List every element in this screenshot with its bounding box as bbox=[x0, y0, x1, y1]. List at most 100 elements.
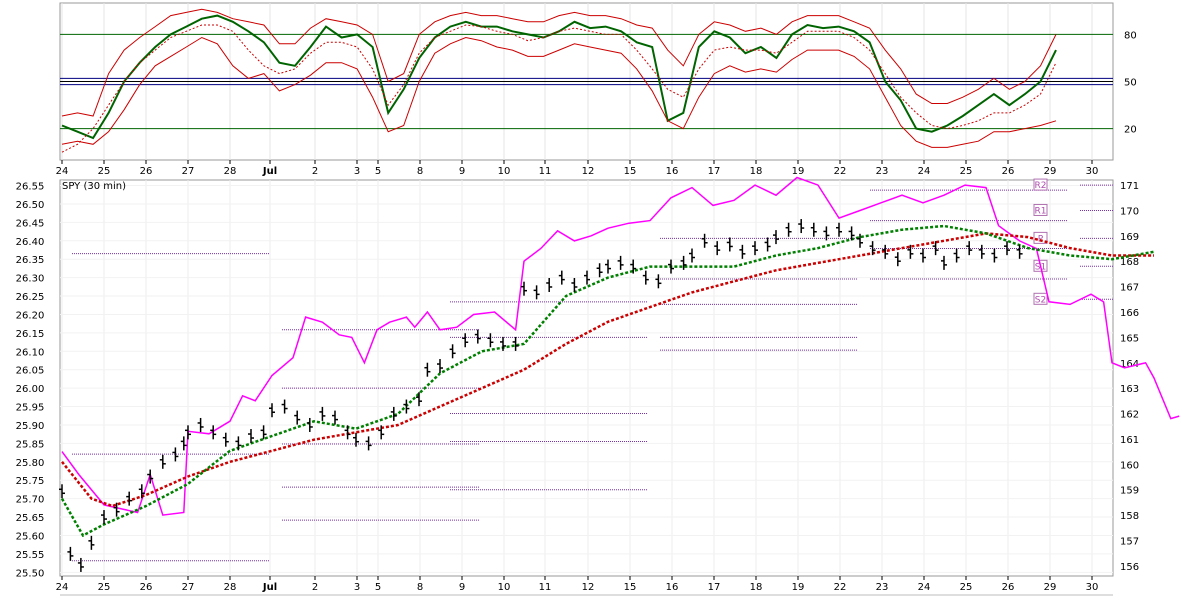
osc-series-line-2 bbox=[61, 8, 1057, 117]
price-y-right-tick-label: 165 bbox=[1120, 333, 1139, 344]
price-y-left-tick-label: 26.30 bbox=[16, 274, 45, 285]
price-y-left-tick-label: 25.50 bbox=[16, 568, 45, 579]
price-y-left-tick-label: 26.05 bbox=[16, 366, 45, 377]
price-y-left-tick-label: 26.35 bbox=[16, 255, 45, 266]
osc-x-tick-label: 29 bbox=[1044, 166, 1057, 177]
price-bars bbox=[59, 219, 1023, 572]
osc-x-tick-label: 19 bbox=[792, 166, 805, 177]
osc-series-line-3 bbox=[61, 36, 1057, 148]
osc-x-tick-label: 22 bbox=[834, 166, 847, 177]
price-y-left-tick-label: 25.90 bbox=[16, 421, 45, 432]
price-x-tick-label: 26 bbox=[1002, 582, 1015, 593]
price-y-left-tick-label: 26.40 bbox=[16, 237, 45, 248]
price-x-tick-label: 27 bbox=[182, 582, 195, 593]
price-y-right-tick-label: 166 bbox=[1120, 308, 1139, 319]
price-y-right-tick-label: 167 bbox=[1120, 283, 1139, 294]
osc-x-tick-label: 26 bbox=[140, 166, 153, 177]
price-x-tick-label: 22 bbox=[834, 582, 847, 593]
osc-x-tick-label: 23 bbox=[876, 166, 889, 177]
osc-x-tick-label: 27 bbox=[182, 166, 195, 177]
price-y-left-tick-label: 26.45 bbox=[16, 218, 45, 229]
price-y-left-tick-label: 26.10 bbox=[16, 347, 45, 358]
price-x-tick-label: 24 bbox=[56, 582, 69, 593]
osc-x-tick-label: 28 bbox=[224, 166, 237, 177]
price-series-line-1 bbox=[61, 232, 1154, 508]
price-y-right-tick-label: 170 bbox=[1120, 206, 1139, 217]
price-y-left-tick-label: 25.95 bbox=[16, 403, 45, 414]
price-y-right-tick-label: 169 bbox=[1120, 232, 1139, 243]
price-y-right-tick-label: 158 bbox=[1120, 511, 1139, 522]
price-y-left-tick-label: 25.75 bbox=[16, 476, 45, 487]
osc-x-tick-label: 17 bbox=[708, 166, 721, 177]
price-x-tick-label: 16 bbox=[666, 582, 679, 593]
osc-x-tick-label: 10 bbox=[498, 166, 511, 177]
price-y-right-tick-label: 157 bbox=[1120, 536, 1139, 547]
osc-x-tick-label: 24 bbox=[918, 166, 931, 177]
price-x-tick-label: 25 bbox=[960, 582, 973, 593]
price-x-tick-label: 25 bbox=[98, 582, 111, 593]
price-x-tick-label: 5 bbox=[375, 582, 381, 593]
osc-x-tick-label: 18 bbox=[750, 166, 763, 177]
price-x-tick-label: Jul bbox=[262, 582, 277, 593]
price-y-left-tick-label: 25.60 bbox=[16, 531, 45, 542]
price-y-right-tick-label: 168 bbox=[1120, 257, 1139, 268]
pivot-label-s2: S2 bbox=[1035, 295, 1046, 305]
osc-y-tick-label: 20 bbox=[1124, 125, 1137, 136]
osc-x-tick-label: 15 bbox=[624, 166, 637, 177]
osc-x-tick-label: 25 bbox=[960, 166, 973, 177]
osc-x-tick-label: 16 bbox=[666, 166, 679, 177]
price-x-tick-label: 18 bbox=[750, 582, 763, 593]
price-x-tick-label: 30 bbox=[1086, 582, 1099, 593]
price-y-left-tick-label: 25.55 bbox=[16, 550, 45, 561]
price-y-right-tick-label: 161 bbox=[1120, 435, 1139, 446]
osc-x-tick-label: 30 bbox=[1086, 166, 1099, 177]
price-series-line-0 bbox=[61, 176, 1180, 516]
osc-x-tick-label: Jul bbox=[262, 166, 277, 177]
osc-x-tick-label: 5 bbox=[375, 166, 381, 177]
osc-x-tick-label: 12 bbox=[582, 166, 595, 177]
pivot-label-box bbox=[1033, 203, 1048, 216]
pivot-label-r1: R1 bbox=[1035, 206, 1047, 216]
price-y-right-tick-label: 163 bbox=[1120, 384, 1139, 395]
price-x-tick-label: 3 bbox=[354, 582, 360, 593]
pivot-label-r2: R2 bbox=[1035, 181, 1047, 191]
price-y-left-tick-label: 25.80 bbox=[16, 458, 45, 469]
osc-x-tick-label: 24 bbox=[56, 166, 69, 177]
price-x-tick-label: 9 bbox=[459, 582, 465, 593]
price-x-tick-label: 10 bbox=[498, 582, 511, 593]
price-y-left-tick-label: 25.70 bbox=[16, 495, 45, 506]
price-x-tick-label: 24 bbox=[918, 582, 931, 593]
price-y-left-tick-label: 25.65 bbox=[16, 513, 45, 524]
price-frame bbox=[59, 179, 1114, 577]
price-x-tick-label: 11 bbox=[539, 582, 552, 593]
osc-x-tick-label: 11 bbox=[539, 166, 552, 177]
price-y-left-tick-label: 26.20 bbox=[16, 310, 45, 321]
price-x-tick-label: 19 bbox=[792, 582, 805, 593]
price-y-left-tick-label: 25.85 bbox=[16, 439, 45, 450]
price-x-tick-label: 8 bbox=[417, 582, 423, 593]
price-y-right-tick-label: 164 bbox=[1120, 359, 1139, 370]
pivot-label-box bbox=[1033, 231, 1048, 244]
price-x-tick-label: 28 bbox=[224, 582, 237, 593]
price-y-right-tick-label: 159 bbox=[1120, 486, 1139, 497]
price-y-left-tick-label: 26.00 bbox=[16, 384, 45, 395]
price-y-right-tick-label: 171 bbox=[1120, 181, 1139, 192]
price-y-right-tick-label: 160 bbox=[1120, 460, 1139, 471]
osc-series-line-0 bbox=[61, 14, 1057, 140]
osc-x-tick-label: 25 bbox=[98, 166, 111, 177]
price-y-left-tick-label: 26.55 bbox=[16, 182, 45, 193]
price-y-left-tick-label: 26.25 bbox=[16, 292, 45, 303]
price-y-left-tick-label: 26.15 bbox=[16, 329, 45, 340]
price-x-tick-label: 26 bbox=[140, 582, 153, 593]
price-series-line-2 bbox=[60, 224, 1155, 538]
osc-x-tick-label: 3 bbox=[354, 166, 360, 177]
price-y-right-tick-label: 162 bbox=[1120, 410, 1139, 421]
price-y-right-tick-label: 156 bbox=[1120, 562, 1139, 573]
osc-x-tick-label: 8 bbox=[417, 166, 423, 177]
osc-x-tick-label: 2 bbox=[312, 166, 318, 177]
osc-y-tick-label: 80 bbox=[1124, 30, 1137, 41]
price-x-tick-label: 23 bbox=[876, 582, 889, 593]
price-chart-title: SPY (30 min) bbox=[62, 181, 126, 192]
